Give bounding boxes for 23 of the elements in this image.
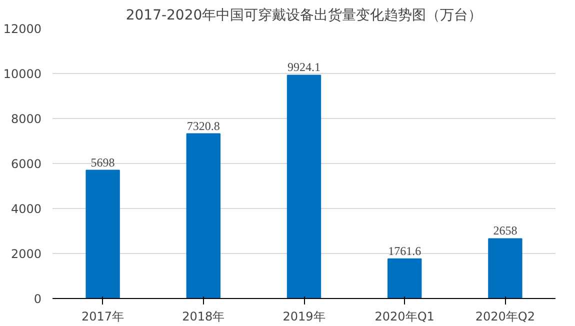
bar <box>86 170 120 298</box>
y-tick-label: 8000 <box>10 112 42 126</box>
bar <box>488 238 522 298</box>
data-label: 7320.8 <box>186 118 220 133</box>
y-tick-label: 10000 <box>3 67 42 81</box>
x-tick-label: 2020年Q1 <box>374 310 434 324</box>
bar <box>388 258 422 298</box>
y-tick-label: 4000 <box>10 202 42 216</box>
x-tick-label: 2020年Q2 <box>475 310 536 324</box>
x-tick-label: 2019年 <box>282 310 326 324</box>
bar <box>286 74 322 298</box>
x-tick-label: 2018年 <box>182 310 225 324</box>
data-label: 1761.6 <box>388 244 422 258</box>
bar <box>186 133 220 298</box>
chart-title: 2017-2020年中国可穿戴设备出货量变化趋势图（万台） <box>126 8 482 24</box>
y-tick-label: 6000 <box>10 157 42 171</box>
y-tick-label: 2000 <box>10 247 42 261</box>
y-tick-label: 12000 <box>3 22 42 36</box>
data-label: 2658 <box>493 224 518 238</box>
y-tick-label: 0 <box>34 292 42 306</box>
data-label: 9924.1 <box>288 60 320 74</box>
x-tick-label: 2017年 <box>82 310 124 324</box>
data-label: 5698 <box>90 155 115 170</box>
